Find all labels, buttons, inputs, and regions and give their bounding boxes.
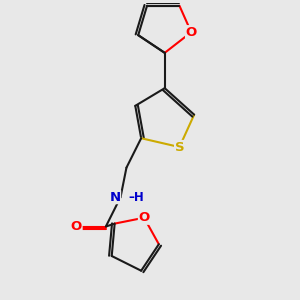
- Text: N: N: [110, 190, 121, 204]
- Text: O: O: [139, 211, 150, 224]
- Text: S: S: [175, 141, 184, 154]
- Text: O: O: [71, 220, 82, 233]
- Text: –H: –H: [128, 190, 144, 204]
- Text: O: O: [186, 26, 197, 39]
